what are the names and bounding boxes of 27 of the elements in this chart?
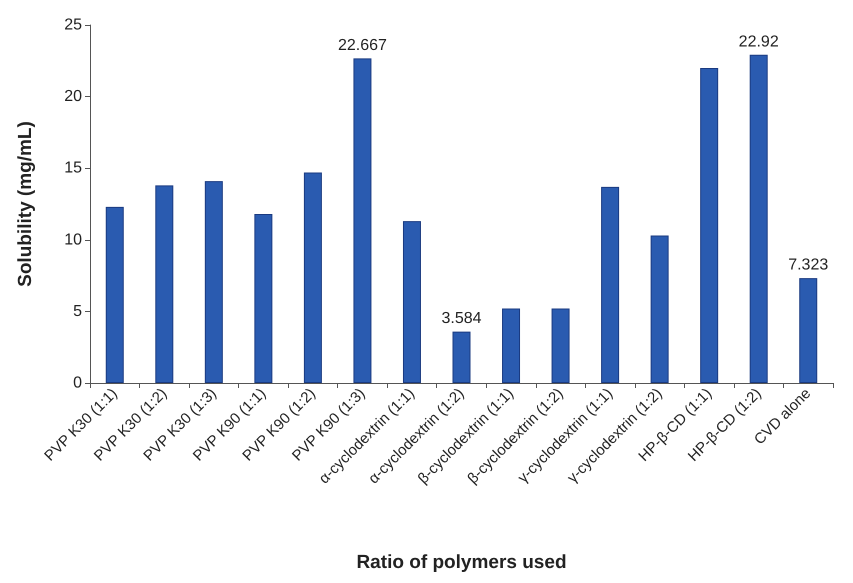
bar [353, 58, 372, 383]
y-tick-label: 5 [73, 302, 82, 320]
data-label: 3.584 [441, 310, 482, 328]
y-tick-label: 20 [64, 88, 82, 106]
bar [799, 278, 818, 383]
bar [204, 181, 223, 383]
bar [155, 185, 174, 383]
data-label: 22.667 [338, 36, 388, 54]
bar [106, 206, 124, 383]
bar [254, 214, 272, 383]
y-tick-label: 15 [64, 160, 82, 177]
x-axis-title: Ratio of polymers used [356, 552, 567, 573]
y-axis-title: Solubility (mg/mL) [15, 121, 36, 287]
y-tick-label: 25 [64, 16, 82, 34]
bar [304, 172, 322, 383]
data-label: 7.323 [788, 256, 828, 274]
y-tick-label: 10 [64, 231, 82, 248]
bar [750, 54, 768, 383]
bar [650, 236, 669, 383]
data-label: 22.92 [738, 33, 779, 50]
y-tick-label: 0 [73, 374, 82, 392]
bar [502, 308, 520, 383]
bar [402, 221, 421, 383]
bar [452, 332, 470, 383]
bar [700, 68, 718, 383]
bar [552, 308, 570, 383]
bar [601, 186, 620, 383]
